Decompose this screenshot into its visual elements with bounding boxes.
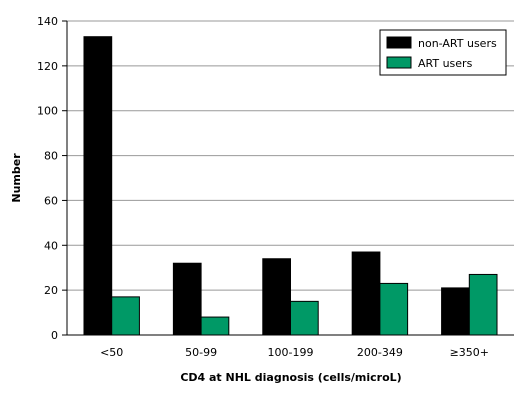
y-tick-label-40: 40 [44, 239, 58, 252]
x-tick-labels: <50 50-99 100-199 200-349 ≥350+ [100, 346, 489, 359]
y-tick-label-140: 140 [37, 15, 58, 28]
y-tick-label-0: 0 [51, 329, 58, 342]
bar-series0-cat1 [172, 262, 202, 336]
bar-series0-cat0 [83, 36, 113, 336]
x-tick-label-1: 50-99 [185, 346, 217, 359]
gridlines [67, 20, 514, 291]
legend-swatch-art [386, 56, 412, 69]
bar-series1-cat2 [290, 300, 319, 336]
y-tick-label-80: 80 [44, 150, 58, 163]
x-tick-label-4: ≥350+ [450, 346, 489, 359]
x-tick-label-0: <50 [100, 346, 123, 359]
y-tick-label-120: 120 [37, 60, 58, 73]
x-axis-title: CD4 at NHL diagnosis (cells/microL) [180, 371, 401, 384]
y-tick-label-20: 20 [44, 284, 58, 297]
bar-series0-cat4 [441, 287, 470, 336]
x-tick-label-2: 100-199 [268, 346, 314, 359]
axes [62, 20, 514, 336]
legend-swatch-non-art [386, 36, 412, 49]
legend: non-ART users ART users [379, 29, 507, 76]
y-axis-title: Number [10, 153, 23, 203]
x-tick-label-3: 200-349 [357, 346, 403, 359]
bar-series1-cat0 [111, 296, 140, 336]
y-tick-labels: 0 20 40 60 80 100 120 140 [37, 15, 58, 342]
legend-label-non-art: non-ART users [418, 37, 497, 50]
bar-series0-cat3 [351, 251, 381, 336]
legend-label-art: ART users [418, 57, 473, 70]
bar-series1-cat1 [200, 316, 230, 336]
bar-series0-cat2 [262, 258, 292, 336]
bar-series1-cat3 [379, 282, 409, 336]
bar-series1-cat4 [468, 273, 498, 336]
y-tick-label-60: 60 [44, 194, 58, 207]
y-tick-label-100: 100 [37, 105, 58, 118]
